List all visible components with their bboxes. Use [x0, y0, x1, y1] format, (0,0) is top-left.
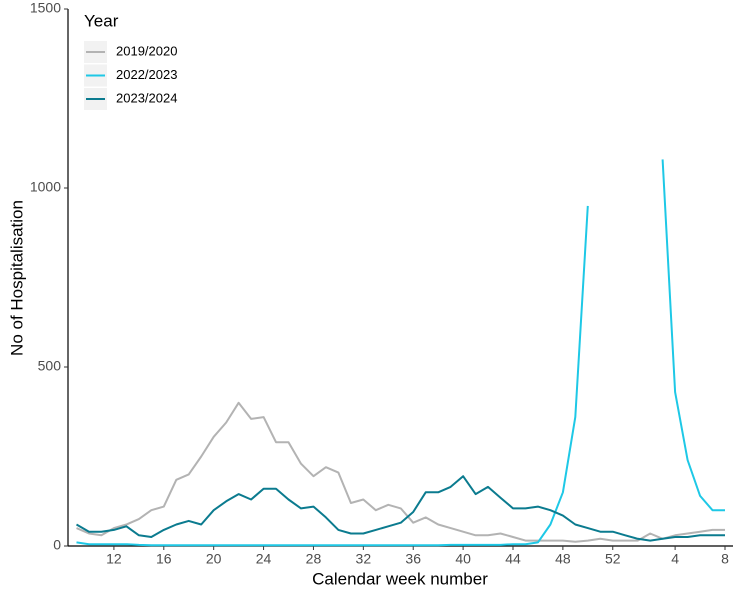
x-tick-label: 20	[206, 551, 222, 567]
legend-label: 2022/2023	[116, 67, 177, 82]
x-tick-label: 44	[505, 551, 521, 567]
x-tick-label: 8	[721, 551, 729, 567]
y-axis-title: No of Hospitalisation	[7, 200, 26, 356]
x-tick-label: 24	[256, 551, 272, 567]
x-tick-label: 12	[106, 551, 122, 567]
series-line	[76, 475, 725, 542]
y-tick-label: 1500	[30, 0, 61, 16]
legend-title: Year	[84, 11, 119, 30]
x-axis-title: Calendar week number	[312, 569, 488, 588]
x-tick-label: 48	[555, 551, 571, 567]
series-line	[76, 159, 725, 547]
x-tick-label: 28	[306, 551, 322, 567]
legend-label: 2023/2024	[116, 90, 177, 105]
x-tick-label: 16	[156, 551, 172, 567]
series-line	[76, 401, 725, 543]
y-tick-label: 1000	[30, 179, 61, 195]
y-tick-label: 0	[53, 537, 61, 553]
x-tick-label: 36	[405, 551, 421, 567]
y-tick-label: 500	[38, 358, 62, 374]
x-tick-label: 4	[671, 551, 679, 567]
legend-label: 2019/2020	[116, 43, 177, 58]
x-tick-label: 40	[455, 551, 471, 567]
x-tick-label: 52	[605, 551, 621, 567]
x-tick-label: 32	[356, 551, 372, 567]
